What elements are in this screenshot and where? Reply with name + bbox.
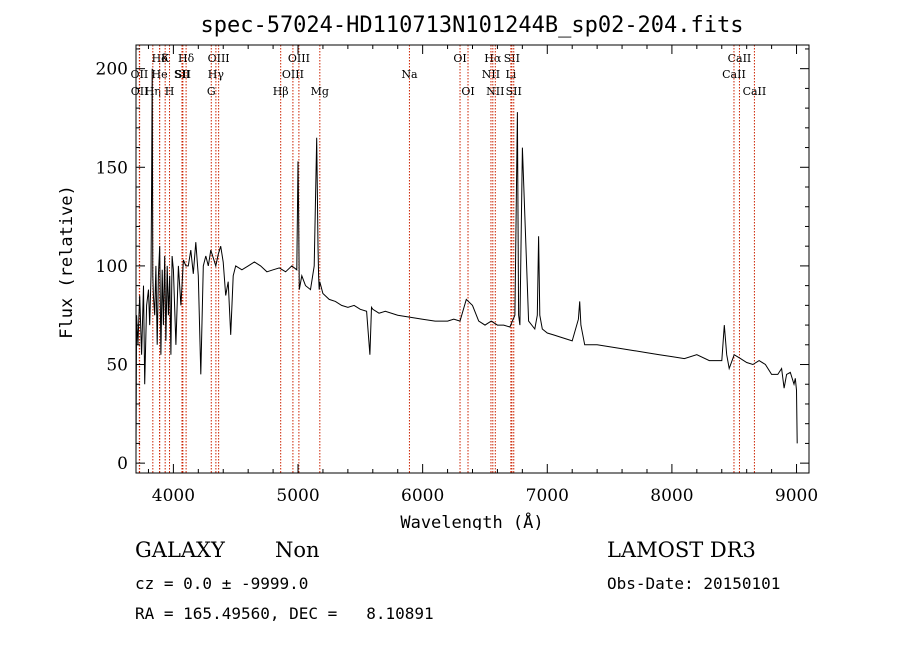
x-tick-label: 7000: [526, 486, 569, 506]
chart-title: spec-57024-HD110713N101244B_sp02-204.fit…: [200, 13, 743, 38]
object-subclass: Non: [275, 538, 320, 562]
line-label: CaII: [728, 52, 752, 65]
line-label: H: [165, 85, 175, 98]
x-tick-label: 5000: [276, 486, 319, 506]
y-tick-label: 100: [96, 257, 128, 277]
line-label: OI: [461, 85, 474, 98]
x-tick-label: 8000: [650, 486, 693, 506]
line-label: Hδ: [178, 52, 195, 65]
line-label: SII: [174, 68, 190, 81]
x-tick-label: 6000: [401, 486, 444, 506]
object-class: GALAXY: [135, 538, 225, 562]
y-axis-ticks: 0 50 100 150 200: [96, 48, 809, 474]
line-label: NII: [482, 68, 500, 81]
line-label: OI: [453, 52, 466, 65]
y-tick-label: 150: [96, 158, 128, 178]
line-label: G: [207, 85, 216, 98]
line-label: He: [152, 68, 168, 81]
line-label: OII: [131, 68, 149, 81]
x-tick-label: 4000: [152, 486, 195, 506]
spectrum-chart: spec-57024-HD110713N101244B_sp02-204.fit…: [57, 13, 818, 530]
x-axis-ticks: 4000 5000 6000 7000 8000 9000: [147, 45, 818, 506]
x-tick-label: 9000: [775, 486, 818, 506]
line-label: Hβ: [273, 85, 289, 98]
line-label: OIII: [288, 52, 310, 65]
line-label: Li: [505, 68, 516, 81]
line-label: SII: [504, 52, 520, 65]
y-axis-label: Flux (relative): [57, 185, 77, 339]
x-axis-label: Wavelength (Å): [400, 511, 543, 530]
data-release: LAMOST DR3: [607, 538, 756, 562]
line-label: SII: [175, 68, 191, 81]
line-label: OIII: [282, 68, 304, 81]
line-label: Mg: [311, 85, 329, 98]
line-label: Hγ: [208, 68, 225, 81]
spectrum-line: [135, 68, 798, 454]
ra-dec-coordinates: RA = 165.49560, DEC = 8.10891: [135, 604, 434, 623]
line-label: OII: [131, 85, 149, 98]
y-tick-label: 0: [117, 454, 128, 474]
line-label: NII: [486, 85, 504, 98]
line-label: Hη: [145, 85, 161, 98]
line-label: SII: [506, 85, 522, 98]
y-tick-label: 200: [96, 60, 128, 80]
line-label: Hα: [484, 52, 502, 65]
redshift-cz: cz = 0.0 ± -9999.0: [135, 574, 309, 593]
y-tick-label: 50: [106, 356, 128, 376]
observation-date: Obs-Date: 20150101: [607, 574, 781, 593]
line-label: CaII: [743, 85, 767, 98]
line-label: OIII: [208, 52, 230, 65]
plot-frame: [135, 44, 810, 474]
line-label: Na: [401, 68, 418, 81]
line-label: K: [161, 52, 170, 65]
line-label: CaII: [722, 68, 746, 81]
